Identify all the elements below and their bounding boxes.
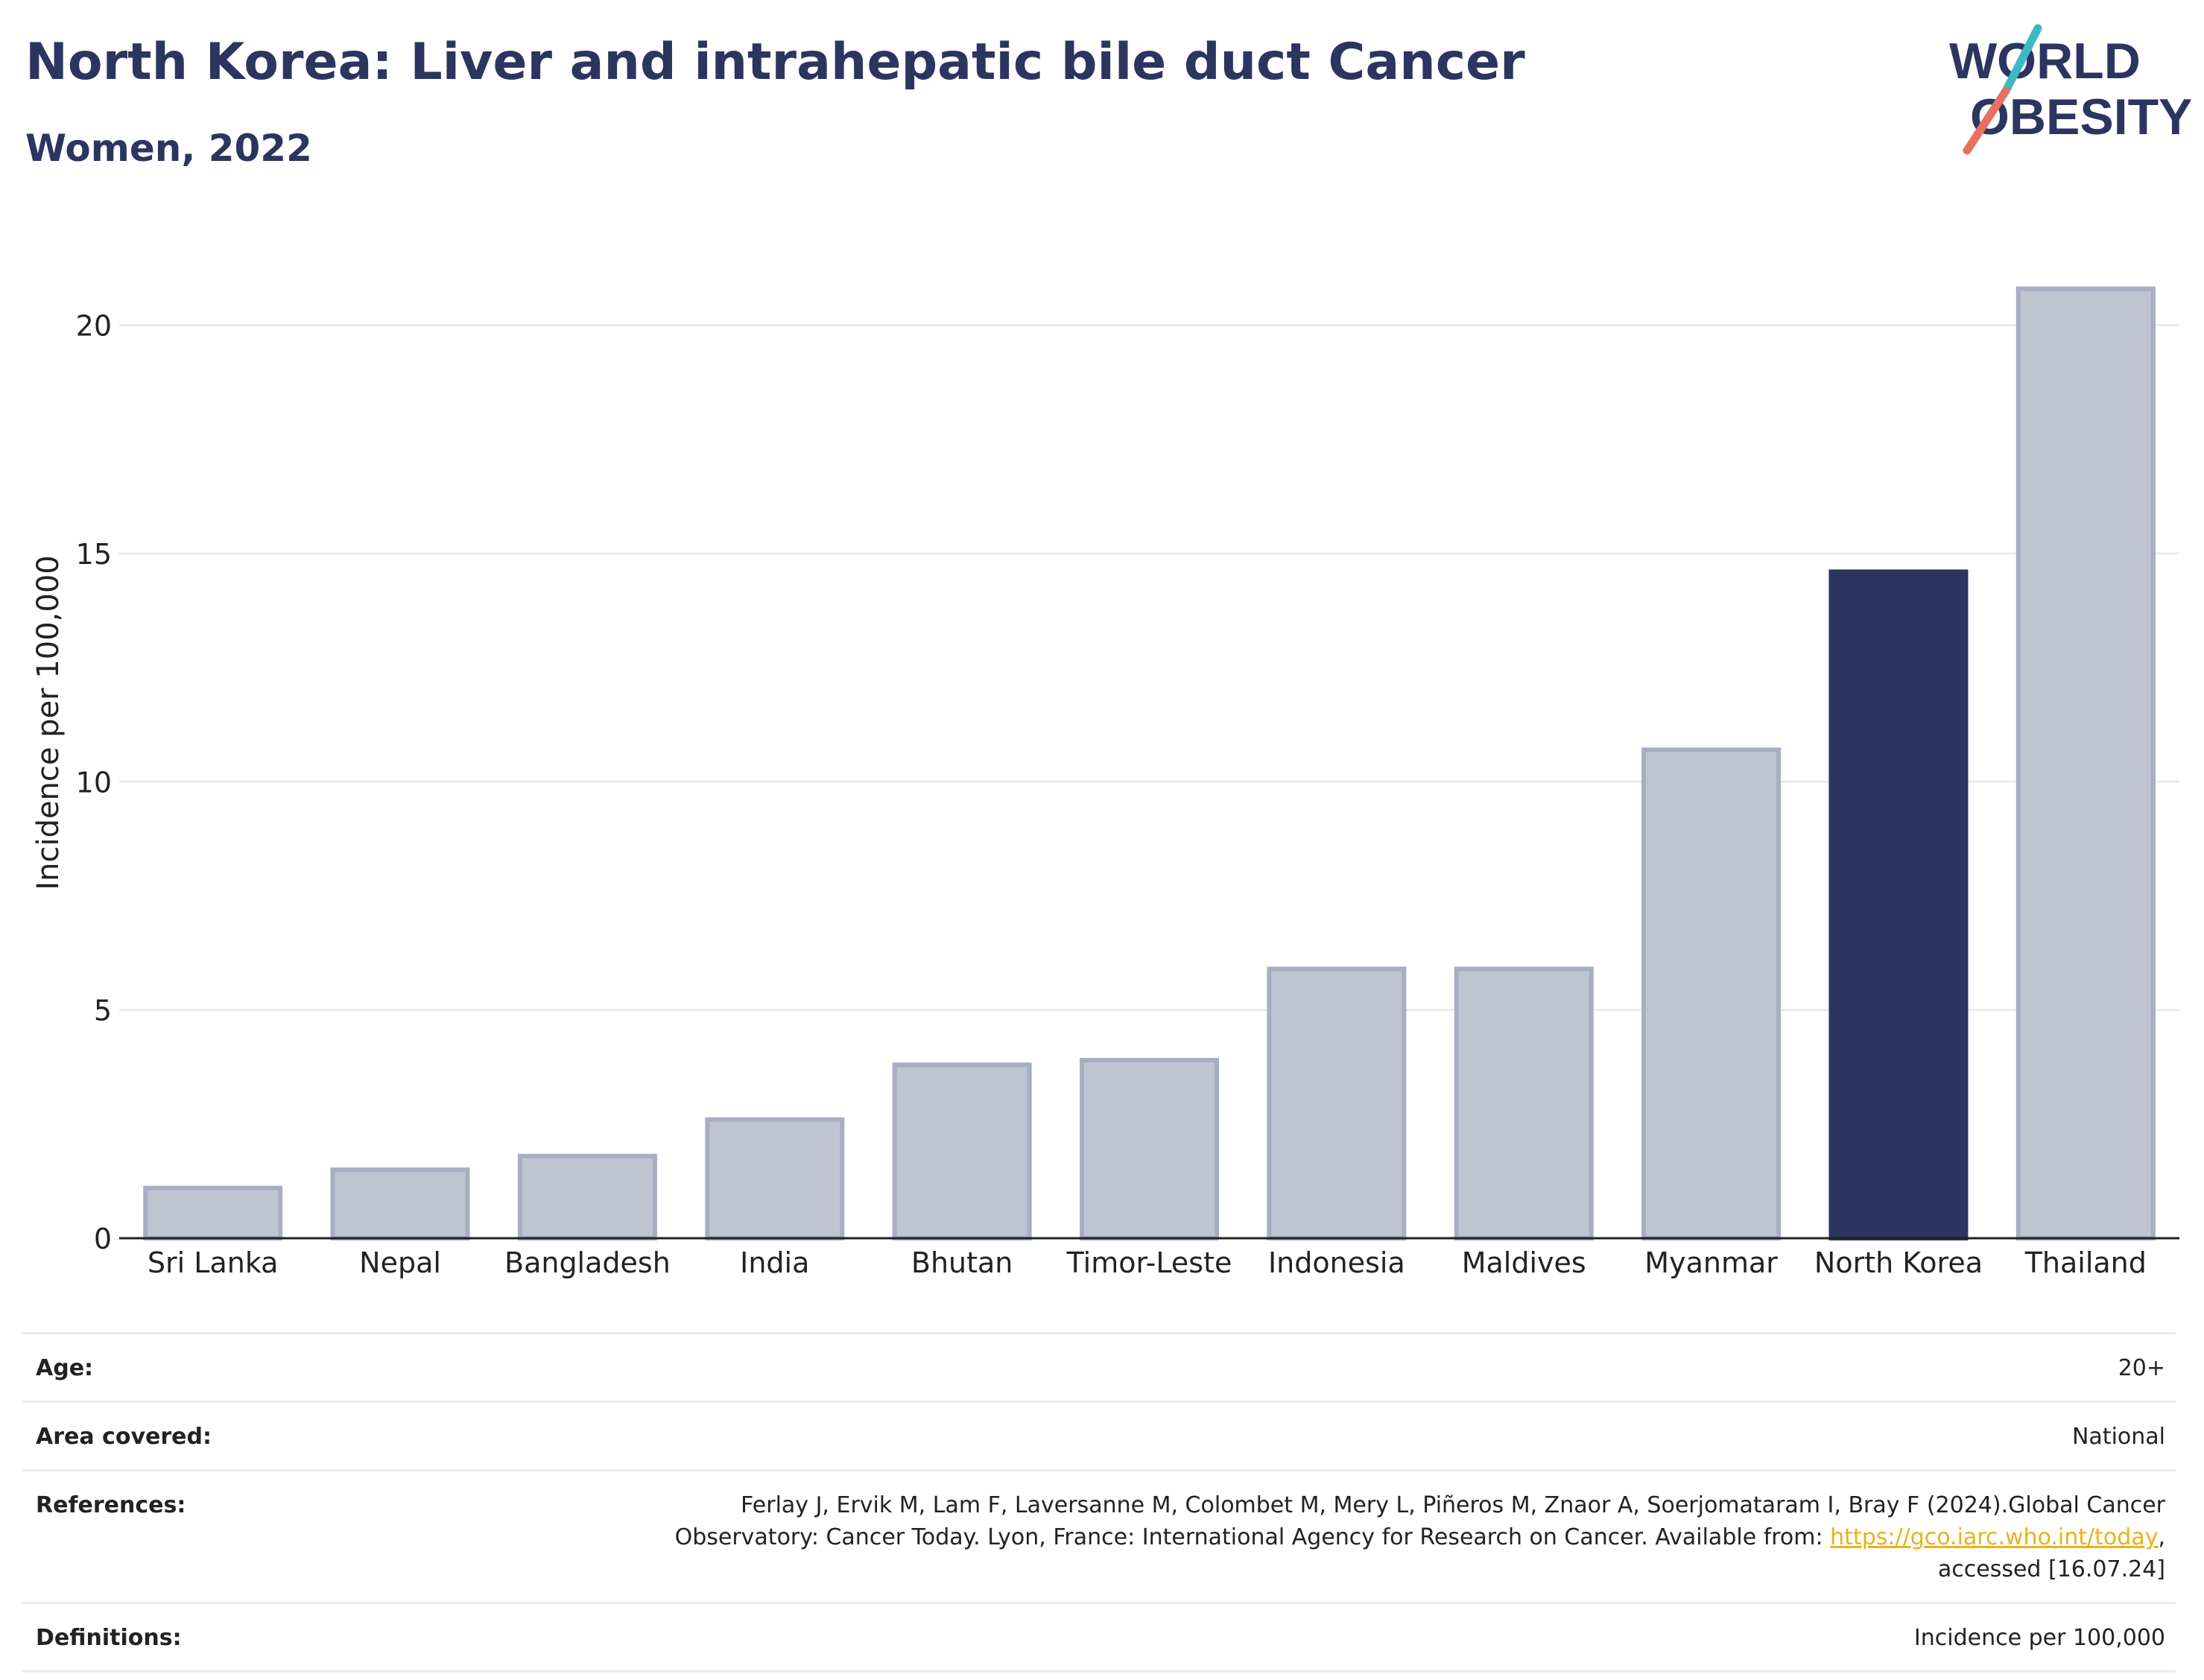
bar-indonesia bbox=[1267, 966, 1407, 1241]
reference-link[interactable]: https://gco.iarc.who.int/today bbox=[1830, 1524, 2159, 1550]
bar-timor-leste bbox=[1080, 1058, 1219, 1241]
bar-maldives bbox=[1454, 966, 1594, 1241]
meta-label: References: bbox=[36, 1492, 186, 1518]
meta-value: National bbox=[2071, 1424, 2165, 1450]
metadata-table: Age: 20+ Area covered: National References: F… bbox=[22, 1332, 2176, 1673]
bar-north-korea bbox=[1828, 569, 1969, 1240]
meta-row: References: Ferlay J, Ervik M, Lam F, Lav… bbox=[22, 1469, 2176, 1602]
meta-value: 20+ bbox=[2118, 1355, 2165, 1381]
bar-chart: Sri Lanka Nepal Bangladesh India Bhutan Timor… bbox=[31, 286, 2179, 1279]
bar-india bbox=[705, 1117, 845, 1241]
meta-label: Age: bbox=[36, 1355, 94, 1381]
x-tick-label: Nepal bbox=[359, 1246, 441, 1279]
x-tick-labels: Sri Lanka Nepal Bangladesh India Bhutan Timor… bbox=[148, 1246, 2147, 1279]
bar-thailand bbox=[2015, 286, 2156, 1241]
x-tick-label: Timor-Leste bbox=[1066, 1246, 1232, 1279]
x-tick-label: India bbox=[740, 1246, 809, 1279]
meta-value: Ferlay J, Ervik M, Lam F, Laversanne M, … bbox=[675, 1489, 2165, 1585]
y-tick-label: 20 bbox=[76, 310, 112, 343]
x-tick-label: Myanmar bbox=[1644, 1246, 1778, 1279]
bars bbox=[143, 286, 2156, 1241]
meta-value: Incidence per 100,000 bbox=[1913, 1625, 2165, 1651]
bar-sri-lanka bbox=[143, 1185, 283, 1240]
x-tick-label: Indonesia bbox=[1268, 1246, 1405, 1279]
meta-label: Definitions: bbox=[36, 1625, 182, 1651]
logo-slash-coral bbox=[1963, 86, 2010, 155]
x-tick-label: Thailand bbox=[2024, 1246, 2147, 1279]
chart-title: North Korea: Liver and intrahepatic bile… bbox=[25, 33, 1525, 92]
bar-myanmar bbox=[1641, 747, 1782, 1240]
logo-text-obesity: OBESITY bbox=[1970, 89, 2191, 145]
reference-line: Observatory: Cancer Today. Lyon, France:… bbox=[674, 1524, 2165, 1550]
reference-line: accessed [16.07.24] bbox=[1937, 1556, 2165, 1582]
y-tick-labels: 0 5 10 15 20 bbox=[76, 310, 112, 1255]
y-tick-label: 15 bbox=[76, 538, 112, 571]
meta-row: Definitions: Incidence per 100,000 bbox=[22, 1602, 2176, 1673]
y-axis-title: Incidence per 100,000 bbox=[31, 555, 66, 890]
x-tick-label: Sri Lanka bbox=[148, 1246, 279, 1279]
x-tick-label: North Korea bbox=[1814, 1246, 1983, 1279]
chart-subtitle: Women, 2022 bbox=[25, 127, 312, 170]
logo-slash-teal bbox=[2001, 24, 2042, 95]
meta-row: Area covered: National bbox=[22, 1401, 2176, 1469]
x-tick-label: Maldives bbox=[1462, 1246, 1586, 1279]
y-tick-label: 5 bbox=[94, 995, 112, 1027]
meta-label: Area covered: bbox=[36, 1424, 212, 1450]
bar-bangladesh bbox=[517, 1153, 657, 1241]
reference-line: Ferlay J, Ervik M, Lam F, Laversanne M, … bbox=[741, 1492, 2165, 1518]
x-tick-label: Bhutan bbox=[911, 1246, 1013, 1279]
meta-row: Age: 20+ bbox=[22, 1332, 2176, 1401]
x-tick-label: Bangladesh bbox=[504, 1246, 671, 1279]
y-tick-label: 0 bbox=[94, 1223, 112, 1255]
bar-nepal bbox=[330, 1167, 470, 1241]
world-obesity-logo: WORLD OBESITY bbox=[1949, 24, 2191, 155]
bar-bhutan bbox=[892, 1062, 1032, 1241]
logo-text-world: WORLD bbox=[1949, 33, 2141, 89]
y-tick-label: 10 bbox=[76, 766, 112, 799]
